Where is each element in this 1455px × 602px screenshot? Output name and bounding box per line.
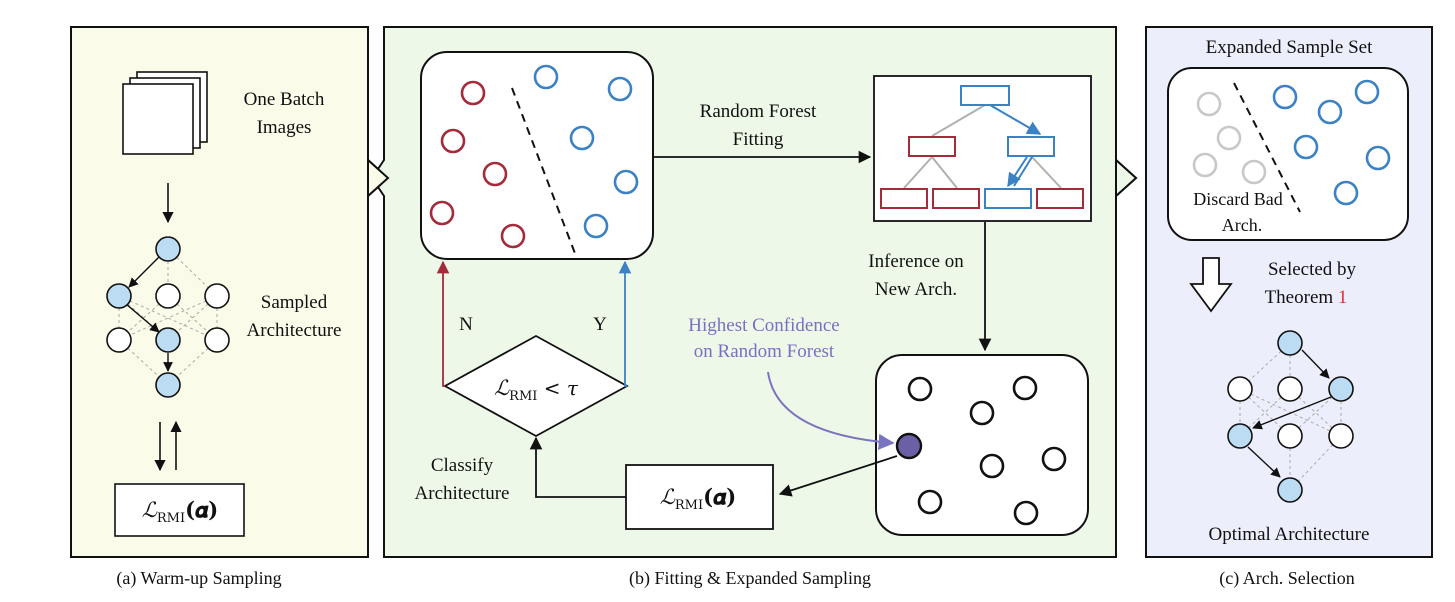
image-stack-icon bbox=[122, 71, 208, 155]
kept-samples bbox=[1272, 79, 1391, 206]
tree-edges bbox=[903, 104, 1062, 189]
yes-label: Y bbox=[593, 314, 607, 335]
expanded-decision-boundary bbox=[1233, 82, 1301, 213]
selected-label-line2: Theorem 1 bbox=[1265, 287, 1348, 308]
loss-formula-b: ℒRMI(𝜶) bbox=[660, 484, 737, 513]
arch-node bbox=[155, 236, 181, 262]
condition-diamond bbox=[443, 334, 629, 438]
rf-label-line2: Fitting bbox=[733, 129, 784, 150]
arch-node bbox=[204, 283, 230, 309]
sampled-architecture-graph bbox=[106, 236, 230, 398]
discarded-samples bbox=[1192, 91, 1267, 185]
red-samples bbox=[429, 80, 526, 249]
images-label-line1: One Batch bbox=[244, 89, 325, 110]
expanded-sample-title: Expanded Sample Set bbox=[1206, 37, 1373, 58]
panel-c-selection: Expanded Sample Set Discard Bad Arch. Se… bbox=[1115, 26, 1433, 589]
panel-b-fitting: Random Forest Fitting Inference on New bbox=[367, 26, 1138, 589]
tree-path bbox=[989, 104, 1042, 188]
loss-box-b bbox=[625, 464, 774, 530]
new-arch-samples bbox=[907, 375, 1067, 526]
loss-box-a bbox=[114, 483, 245, 537]
images-label-line2: Images bbox=[257, 117, 312, 138]
arch-node bbox=[204, 327, 230, 353]
arrow-sample-to-loss bbox=[778, 455, 898, 497]
arch-node bbox=[106, 283, 132, 309]
theorem-ref: 1 bbox=[1338, 287, 1348, 308]
arrow-b-to-c bbox=[1115, 157, 1138, 199]
arrow-loss-to-condition bbox=[529, 436, 626, 498]
highest-confidence-sample bbox=[895, 432, 923, 460]
arch-node bbox=[106, 327, 132, 353]
arch-label-line1: Sampled bbox=[261, 292, 328, 313]
optimal-architecture-graph bbox=[1227, 330, 1354, 503]
rf-label-line1: Random Forest bbox=[700, 101, 817, 122]
caption-a: (a) Warm-up Sampling bbox=[116, 568, 281, 589]
arch-node bbox=[155, 283, 181, 309]
caption-c: (c) Arch. Selection bbox=[1219, 568, 1354, 589]
loss-formula-a: ℒRMI(𝜶) bbox=[142, 497, 219, 526]
highest-label-line2: on Random Forest bbox=[694, 341, 835, 362]
panel-a-warmup: One Batch Images bbox=[70, 26, 390, 589]
expanded-sample-box bbox=[1167, 67, 1409, 241]
caption-b: (b) Fitting & Expanded Sampling bbox=[629, 568, 871, 589]
arrow-a-to-b bbox=[367, 157, 390, 199]
arch-node bbox=[1277, 376, 1303, 402]
arch-node bbox=[155, 372, 181, 398]
highest-label-line1: Highest Confidence bbox=[688, 315, 839, 336]
arrow-yes bbox=[618, 260, 632, 387]
discard-label-line1: Discard Bad bbox=[1193, 189, 1282, 209]
hollow-down-arrow-icon bbox=[1189, 257, 1233, 313]
tree-nodes bbox=[880, 85, 1084, 209]
optimal-architecture-label: Optimal Architecture bbox=[1209, 524, 1370, 545]
inference-label-line2: New Arch. bbox=[875, 279, 957, 300]
arch-node bbox=[1227, 376, 1253, 402]
inference-label-line1: Inference on bbox=[868, 251, 964, 272]
arch-node bbox=[155, 327, 181, 353]
arch-node bbox=[1328, 376, 1354, 402]
arch-node bbox=[1227, 423, 1253, 449]
blue-samples bbox=[533, 64, 639, 239]
arch-node bbox=[1277, 477, 1303, 503]
selected-label-line1: Selected by bbox=[1268, 259, 1357, 280]
classify-label-line2: Architecture bbox=[415, 483, 510, 504]
arch-node bbox=[1277, 330, 1303, 356]
arch-label-line2: Architecture bbox=[247, 320, 342, 341]
condition-formula: ℒRMI < τ bbox=[494, 376, 579, 404]
arch-node bbox=[1277, 423, 1303, 449]
arrow-no bbox=[436, 260, 450, 387]
highest-confidence-arrow bbox=[767, 371, 895, 450]
discard-label-line2: Arch. bbox=[1222, 215, 1262, 235]
decision-boundary bbox=[511, 87, 577, 257]
arch-node bbox=[1328, 423, 1354, 449]
no-label: N bbox=[459, 314, 473, 335]
classify-label-line1: Classify bbox=[431, 455, 494, 476]
